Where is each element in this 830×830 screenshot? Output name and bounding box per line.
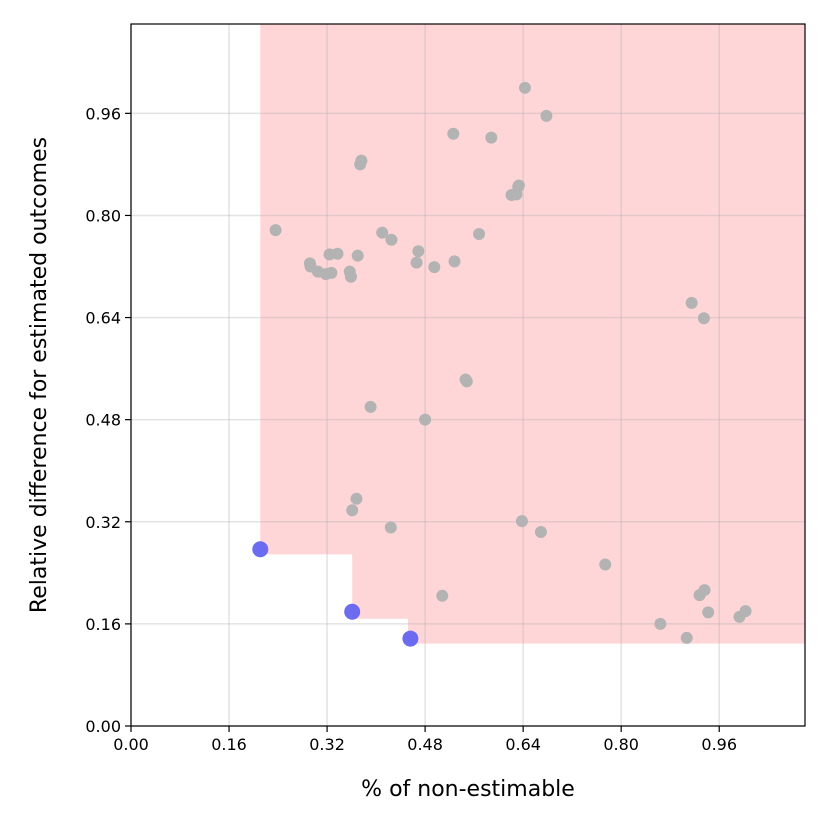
pareto-point: [252, 541, 269, 558]
dominated-point: [384, 521, 397, 534]
x-tick-label: 0.00: [113, 735, 149, 754]
x-tick-label: 0.96: [701, 735, 737, 754]
dominated-point: [518, 81, 531, 94]
dominated-point: [599, 558, 612, 571]
y-tick-label: 0.80: [85, 206, 121, 225]
dominated-point: [410, 256, 423, 269]
y-tick-label: 0.32: [85, 513, 121, 532]
dominated-point: [654, 617, 667, 630]
dominated-point: [697, 312, 710, 325]
pareto-point: [344, 603, 361, 620]
x-axis-label: % of non-estimable: [361, 777, 575, 802]
dominated-point: [485, 131, 498, 144]
dominated-point: [685, 296, 698, 309]
dominated-point: [346, 504, 359, 517]
dominated-point: [269, 224, 282, 237]
dominated-point: [428, 261, 441, 274]
dominated-point: [473, 227, 486, 240]
dominated-point: [412, 245, 425, 258]
dominated-region: [260, 24, 805, 644]
y-tick-label: 0.00: [85, 717, 121, 736]
dominated-point: [344, 270, 357, 283]
dominated-point: [419, 413, 432, 426]
x-tick-label: 0.16: [211, 735, 247, 754]
y-tick-label: 0.64: [85, 309, 121, 328]
dominated-point: [448, 255, 461, 268]
y-tick-label: 0.16: [85, 615, 121, 634]
x-axis-ticks: 0.00 0.16 0.32 0.48 0.64 0.80 0.96: [113, 726, 737, 754]
dominated-point: [331, 247, 344, 260]
dominated-point: [698, 584, 711, 597]
y-tick-label: 0.48: [85, 411, 121, 430]
dominated-point: [447, 127, 460, 140]
dominated-point: [702, 606, 715, 619]
dominated-point: [325, 266, 338, 279]
dominated-point: [350, 492, 363, 505]
dominated-point: [385, 233, 398, 246]
dominated-point: [364, 400, 377, 413]
x-tick-label: 0.64: [505, 735, 541, 754]
y-axis-ticks: 0.00 0.16 0.32 0.48 0.64 0.80 0.96: [85, 104, 131, 736]
pareto-point: [402, 630, 419, 647]
dominated-point: [515, 515, 528, 528]
dominated-point: [540, 109, 553, 122]
dominated-point: [351, 249, 364, 262]
plot-frame: [130, 23, 806, 727]
x-tick-label: 0.80: [603, 735, 639, 754]
y-axis-label: Relative difference for estimated outcom…: [27, 137, 52, 613]
dominated-point: [680, 631, 693, 644]
dominated-point: [512, 179, 525, 192]
dominated-point: [355, 154, 368, 167]
y-tick-label: 0.96: [85, 104, 121, 123]
dominated-point: [436, 589, 449, 602]
dominated-point: [376, 226, 389, 239]
dominated-point: [460, 375, 473, 388]
x-tick-label: 0.32: [309, 735, 345, 754]
x-tick-label: 0.48: [407, 735, 443, 754]
dominated-point: [739, 605, 752, 618]
points-layer: [252, 81, 752, 647]
dominated-region-layer: [260, 24, 805, 644]
dominated-point: [534, 525, 547, 538]
